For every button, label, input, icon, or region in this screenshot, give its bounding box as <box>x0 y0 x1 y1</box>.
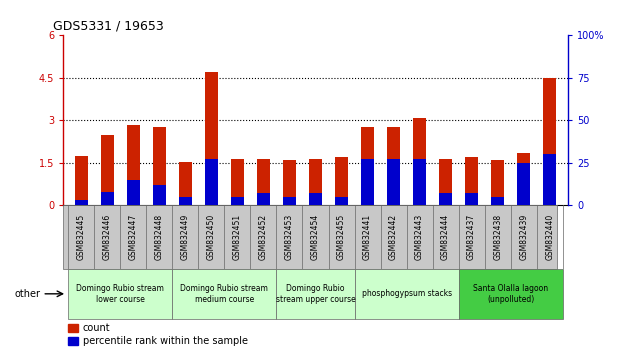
Bar <box>413 118 426 205</box>
Bar <box>257 159 270 205</box>
Text: GSM832447: GSM832447 <box>129 214 138 260</box>
Text: GSM832452: GSM832452 <box>259 214 268 260</box>
Bar <box>491 197 504 205</box>
Bar <box>355 269 459 319</box>
Text: GSM832440: GSM832440 <box>545 214 554 260</box>
Bar <box>459 269 563 319</box>
Bar <box>68 269 172 319</box>
Bar <box>153 185 166 205</box>
Text: Domingo Rubio
stream upper course: Domingo Rubio stream upper course <box>276 284 355 303</box>
Bar <box>283 197 296 205</box>
Text: GSM832455: GSM832455 <box>337 214 346 260</box>
Bar <box>205 159 218 205</box>
Bar <box>257 193 270 205</box>
Text: GSM832450: GSM832450 <box>207 214 216 260</box>
Bar <box>387 159 400 205</box>
Bar <box>283 160 296 205</box>
Text: GSM832445: GSM832445 <box>77 214 86 260</box>
Bar <box>335 197 348 205</box>
Bar <box>543 78 556 205</box>
Bar <box>75 200 88 205</box>
Text: GSM832451: GSM832451 <box>233 214 242 260</box>
Text: Domingo Rubio stream
lower course: Domingo Rubio stream lower course <box>76 284 164 303</box>
Text: GSM832446: GSM832446 <box>103 214 112 260</box>
Text: GSM832454: GSM832454 <box>311 214 320 260</box>
Bar <box>231 159 244 205</box>
Text: GSM832437: GSM832437 <box>467 214 476 260</box>
Text: GSM832438: GSM832438 <box>493 214 502 260</box>
Bar <box>517 163 530 205</box>
Bar <box>75 156 88 205</box>
Text: GDS5331 / 19653: GDS5331 / 19653 <box>53 20 164 33</box>
Bar <box>387 127 400 205</box>
Bar <box>127 125 140 205</box>
Bar <box>543 154 556 205</box>
Bar <box>153 127 166 205</box>
Text: GSM832443: GSM832443 <box>415 214 424 260</box>
Bar <box>517 153 530 205</box>
Text: GSM832453: GSM832453 <box>285 214 294 260</box>
Bar <box>309 193 322 205</box>
Bar <box>439 159 452 205</box>
Text: GSM832448: GSM832448 <box>155 214 164 260</box>
Bar <box>179 162 192 205</box>
Bar <box>361 127 374 205</box>
Text: other: other <box>15 289 41 299</box>
Text: GSM832449: GSM832449 <box>181 214 190 260</box>
Bar <box>413 159 426 205</box>
Text: Domingo Rubio stream
medium course: Domingo Rubio stream medium course <box>180 284 268 303</box>
Bar <box>101 192 114 205</box>
Bar <box>172 269 276 319</box>
Text: Santa Olalla lagoon
(unpolluted): Santa Olalla lagoon (unpolluted) <box>473 284 548 303</box>
Text: phosphogypsum stacks: phosphogypsum stacks <box>362 289 452 298</box>
Text: GSM832439: GSM832439 <box>519 214 528 260</box>
Bar <box>361 159 374 205</box>
Legend: count, percentile rank within the sample: count, percentile rank within the sample <box>68 324 247 346</box>
Bar <box>309 159 322 205</box>
Bar <box>491 160 504 205</box>
Bar <box>127 180 140 205</box>
Bar <box>276 269 355 319</box>
Bar <box>231 197 244 205</box>
Bar <box>439 193 452 205</box>
Text: GSM832441: GSM832441 <box>363 214 372 260</box>
Bar <box>205 72 218 205</box>
Bar <box>465 157 478 205</box>
Bar <box>335 157 348 205</box>
Text: GSM832444: GSM832444 <box>441 214 450 260</box>
Bar <box>465 193 478 205</box>
Text: GSM832442: GSM832442 <box>389 214 398 260</box>
Bar <box>101 135 114 205</box>
Bar <box>179 197 192 205</box>
